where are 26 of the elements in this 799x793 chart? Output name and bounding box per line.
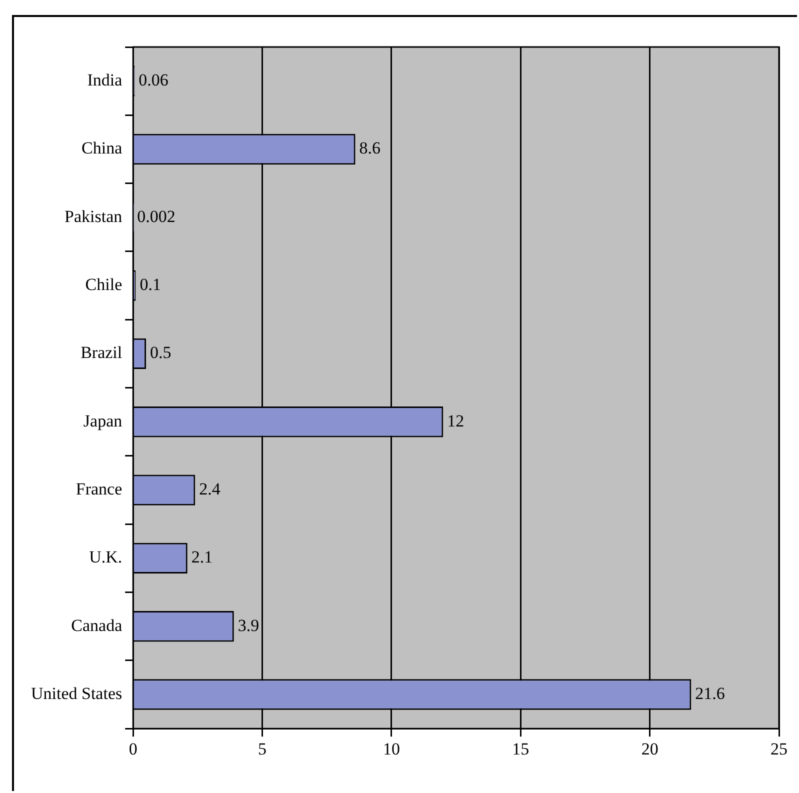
data-label: 2.1 <box>191 548 213 567</box>
x-tick-label: 15 <box>512 739 530 758</box>
y-tick-label: Brazil <box>80 343 122 362</box>
data-label: 0.002 <box>137 206 176 226</box>
y-tick-label: Canada <box>71 616 123 635</box>
x-tick-label: 10 <box>382 739 400 758</box>
y-tick-label: Pakistan <box>64 206 123 226</box>
data-label: 0.1 <box>140 275 161 294</box>
x-tick-label: 20 <box>641 739 658 758</box>
data-label: 21.6 <box>695 684 725 703</box>
data-label: 8.6 <box>359 138 381 158</box>
x-tick-label: 0 <box>128 739 138 758</box>
x-tick-label: 25 <box>770 739 788 758</box>
x-tick-label: 5 <box>258 739 267 758</box>
y-tick-label: China <box>82 138 123 158</box>
data-label: 0.06 <box>138 70 168 90</box>
y-tick-label: Chile <box>85 275 122 294</box>
data-label: 2.4 <box>199 480 221 499</box>
y-tick-label: India <box>87 70 123 90</box>
y-tick-label: United States <box>30 684 122 703</box>
y-tick-label: France <box>76 480 122 499</box>
data-label: 0.5 <box>150 343 172 362</box>
y-tick-label: Japan <box>83 411 123 430</box>
data-label: 12 <box>447 411 464 430</box>
y-tick-label: U.K. <box>89 548 122 567</box>
data-label: 3.9 <box>238 616 260 635</box>
